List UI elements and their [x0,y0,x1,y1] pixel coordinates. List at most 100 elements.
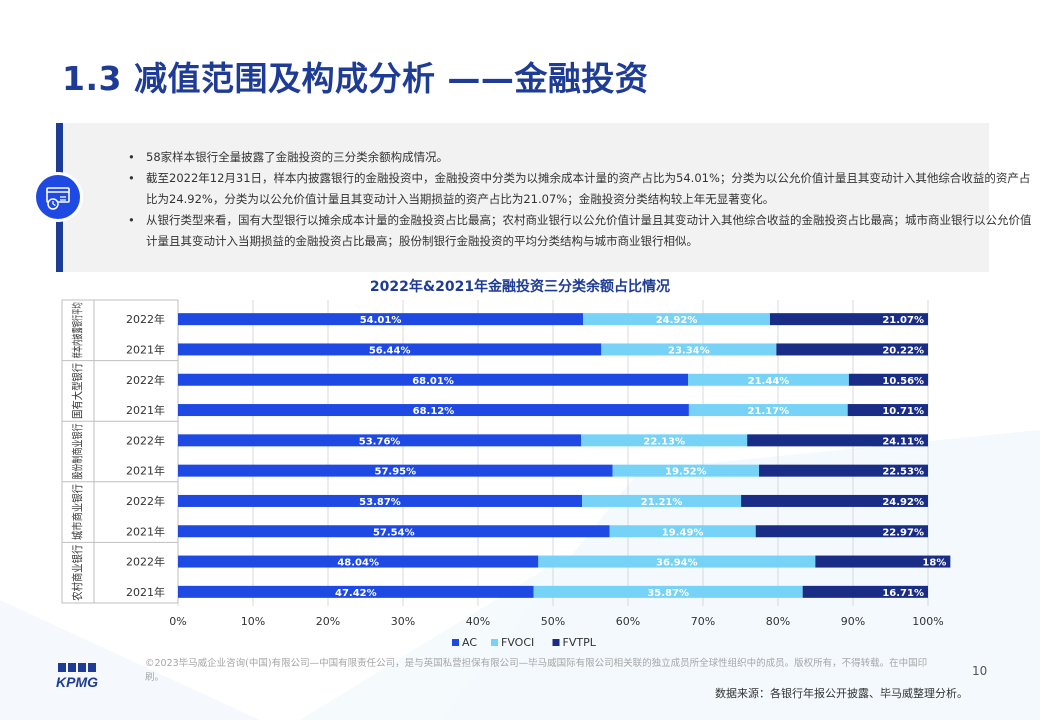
page-number: 10 [972,664,988,678]
bar-fvtpl [848,373,929,386]
group-label: 城市商业银行 [70,484,84,540]
data-label: 10.56% [882,376,924,387]
data-label: 57.54% [373,527,415,538]
group-label: 国有大型银行 [70,363,84,419]
data-label: 18% [922,558,946,569]
bar-fvtpl [741,494,928,507]
x-tick-label: 10% [241,615,265,628]
stacked-bar-chart: 0% 10% 20% 30% 40% 50% 60% 70% 80% 90% 100% 样本内披露银行… [61,299,951,649]
bar-fvtpl [755,525,928,538]
page-title: 1.3 减值范围及构成分析 ——金融投资 [62,59,649,98]
year-label: 2022年 [126,555,165,569]
year-label: 2022年 [126,433,165,447]
kpmg-logo: KPMG [56,663,116,695]
year-label: 2021年 [126,585,165,599]
year-label: 2021年 [126,342,165,356]
data-label: 19.49% [662,527,704,538]
data-label: 21.17% [747,406,789,417]
bar-fvtpl [815,555,951,568]
data-label: 53.87% [359,497,401,508]
data-label: 16.71% [882,588,924,599]
bar-ac [178,464,613,477]
bar-ac [178,343,602,356]
bar-ac [178,434,582,447]
legend-label: FVTPL [563,636,597,649]
bar-fvoci [609,525,756,538]
summary-bullet-3: 从银行类型来看，国有大型银行以摊余成本计量的金融投资占比最高；农村商业银行以公允… [128,210,1036,252]
data-label: 57.95% [374,467,416,478]
bar-fvoci [581,434,748,447]
group-label: 农村商业银行 [70,545,84,601]
bar-ac [178,555,539,568]
bar-fvtpl [776,343,928,356]
bar-fvoci [612,464,760,477]
year-label: 2021年 [126,524,165,538]
summary-bullets: 58家样本银行全量披露了金融投资的三分类余额构成情况。 截至2022年12月31… [128,147,1036,252]
data-label: 48.04% [337,558,379,569]
x-tick-label: 90% [841,615,865,628]
bar-fvoci [533,585,803,598]
bar-fvoci [688,404,848,417]
bar-fvtpl [802,585,928,598]
data-label: 24.92% [656,315,698,326]
bar-fvtpl [769,313,928,326]
x-tick-label: 40% [466,615,490,628]
year-label: 2022年 [126,312,165,326]
data-label: 54.01% [360,315,402,326]
x-tick-label: 0% [169,615,186,628]
data-label: 53.76% [359,436,401,447]
legend-label: FVOCI [501,636,534,649]
copyright-notice: ©2023毕马威企业咨询(中国)有限公司—中国有限责任公司，是与英国私营担保有限… [145,658,928,683]
x-tick-label: 100% [912,615,943,628]
data-label: 56.44% [369,345,411,356]
bar-ac [178,404,689,417]
data-label: 68.12% [413,406,455,417]
legend-swatch [452,639,459,646]
group-label: 样本内披露银行平均 [70,302,84,358]
analysis-icon [36,175,80,219]
bar-fvtpl [847,404,928,417]
bar-ac [178,585,534,598]
bar-fvoci [538,555,816,568]
legend-label: AC [462,636,477,649]
x-tick-label: 50% [541,615,565,628]
bar-ac [178,373,689,386]
legend-swatch [491,639,498,646]
bar-fvtpl [747,434,928,447]
svg-text:KPMG: KPMG [56,674,98,690]
data-label: 24.11% [882,436,924,447]
x-tick-label: 30% [391,615,415,628]
x-tick-label: 20% [316,615,340,628]
data-label: 23.34% [668,345,710,356]
x-tick-label: 70% [691,615,715,628]
bar-ac [178,525,610,538]
data-label: 24.92% [882,497,924,508]
bar-fvoci [601,343,777,356]
legend-swatch [552,639,560,646]
data-label: 68.01% [412,376,454,387]
year-label: 2021年 [126,403,165,417]
bar-fvtpl [759,464,928,477]
group-label: 股份制商业银行 [70,424,84,480]
data-label: 22.97% [882,527,924,538]
data-label: 21.21% [641,497,683,508]
summary-box: 58家样本银行全量披露了金融投资的三分类余额构成情况。 截至2022年12月31… [36,123,1032,272]
bar-fvoci [688,373,849,386]
data-label: 22.53% [882,467,924,478]
bar-fvoci [583,313,770,326]
data-label: 19.52% [665,467,707,478]
bar-ac [178,494,583,507]
data-label: 47.42% [335,588,377,599]
x-tick-label: 80% [766,615,790,628]
data-label: 21.07% [882,315,924,326]
data-source: 数据来源：各银行年报公开披露、毕马威整理分析。 [715,687,968,700]
data-label: 22.13% [643,436,685,447]
year-label: 2021年 [126,464,165,478]
bar-ac [178,313,584,326]
data-label: 20.22% [882,345,924,356]
data-label: 36.94% [656,558,698,569]
bar-fvoci [582,494,742,507]
summary-bullet-2: 截至2022年12月31日，样本内披露银行的金融投资中，金融投资中分类为以摊余成… [128,168,1036,210]
data-label: 21.44% [748,376,790,387]
year-label: 2022年 [126,494,165,508]
